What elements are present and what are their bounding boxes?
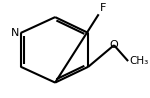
Text: CH₃: CH₃ <box>129 56 149 66</box>
Text: N: N <box>11 28 19 38</box>
Text: O: O <box>110 40 118 50</box>
Text: F: F <box>100 3 106 13</box>
